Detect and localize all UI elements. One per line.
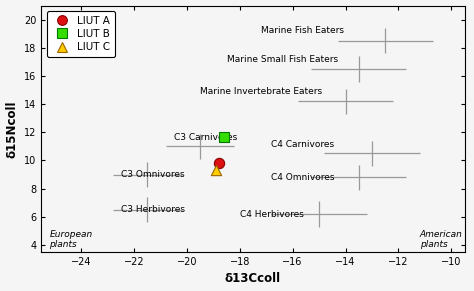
- Text: C3 Omnivores: C3 Omnivores: [121, 170, 184, 179]
- Text: Marine Small Fish Eaters: Marine Small Fish Eaters: [227, 55, 337, 63]
- Point: [215, 161, 222, 166]
- Text: Marine Fish Eaters: Marine Fish Eaters: [261, 26, 344, 36]
- Point: [212, 168, 220, 173]
- Text: C3 Carnivores: C3 Carnivores: [173, 134, 237, 143]
- Text: Marine Invertebrate Eaters: Marine Invertebrate Eaters: [200, 87, 322, 96]
- Text: European
plants: European plants: [49, 230, 92, 249]
- Point: [220, 134, 228, 139]
- Text: C4 Herbivores: C4 Herbivores: [240, 210, 304, 219]
- X-axis label: δ13Ccoll: δ13Ccoll: [225, 272, 281, 285]
- Legend: LIUT A, LIUT B, LIUT C: LIUT A, LIUT B, LIUT C: [46, 11, 115, 57]
- Text: American
plants: American plants: [419, 230, 463, 249]
- Text: C3 Herbivores: C3 Herbivores: [121, 205, 185, 214]
- Text: C4 Omnivores: C4 Omnivores: [272, 173, 335, 182]
- Y-axis label: δ15Ncoll: δ15Ncoll: [6, 100, 18, 157]
- Text: C4 Carnivores: C4 Carnivores: [272, 141, 335, 150]
